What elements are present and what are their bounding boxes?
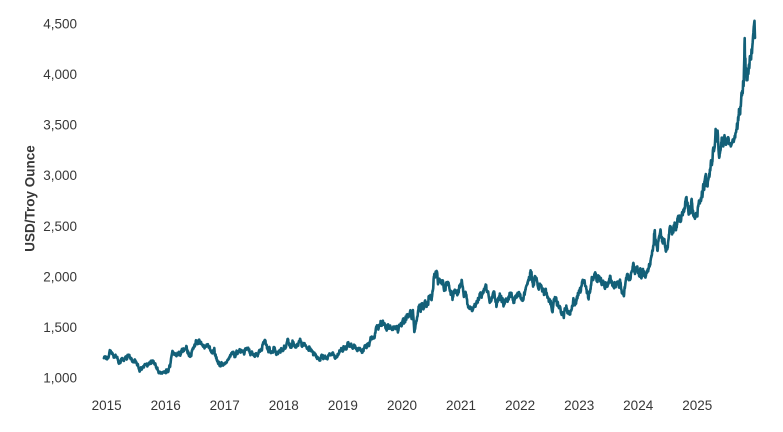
svg-text:3,000: 3,000 bbox=[43, 168, 77, 183]
svg-text:4,000: 4,000 bbox=[43, 67, 77, 82]
svg-text:2018: 2018 bbox=[269, 398, 299, 413]
svg-text:2024: 2024 bbox=[623, 398, 654, 413]
svg-text:2019: 2019 bbox=[328, 398, 358, 413]
svg-text:2016: 2016 bbox=[151, 398, 181, 413]
svg-text:2022: 2022 bbox=[505, 398, 535, 413]
svg-text:3,500: 3,500 bbox=[43, 118, 77, 133]
svg-text:2,500: 2,500 bbox=[43, 219, 77, 234]
svg-text:USD/Troy Ounce: USD/Troy Ounce bbox=[23, 145, 38, 252]
svg-text:2020: 2020 bbox=[387, 398, 417, 413]
svg-text:4,500: 4,500 bbox=[43, 17, 77, 32]
svg-text:2015: 2015 bbox=[92, 398, 122, 413]
svg-text:2017: 2017 bbox=[210, 398, 240, 413]
svg-text:1,500: 1,500 bbox=[43, 320, 77, 335]
svg-text:2025: 2025 bbox=[682, 398, 712, 413]
svg-text:2023: 2023 bbox=[564, 398, 594, 413]
svg-text:2021: 2021 bbox=[446, 398, 476, 413]
svg-text:2,000: 2,000 bbox=[43, 269, 77, 284]
svg-text:1,000: 1,000 bbox=[43, 370, 77, 385]
